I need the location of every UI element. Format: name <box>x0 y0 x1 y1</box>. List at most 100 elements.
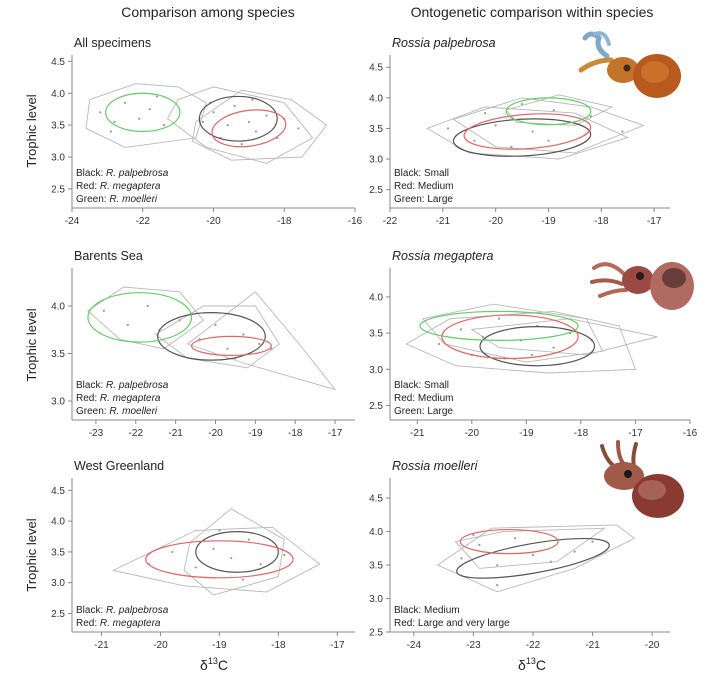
y-tick-label: 3.0 <box>51 397 65 408</box>
ellipse-green <box>87 292 193 343</box>
convex-hull <box>111 526 321 593</box>
y-tick-label: 3.5 <box>51 121 65 132</box>
y-tick-label: 4.5 <box>369 494 383 505</box>
panel-title: Rossia moelleri <box>392 459 479 473</box>
data-point <box>218 529 221 532</box>
x-tick-label: -18 <box>288 428 303 439</box>
data-point <box>460 557 463 560</box>
ellipse-green <box>505 97 592 126</box>
convex-hull <box>166 86 314 164</box>
data-point <box>126 323 129 327</box>
legend-entry: Black: R. palpebrosa <box>76 605 169 616</box>
x-tick-label: -18 <box>277 216 292 227</box>
data-point <box>201 120 204 124</box>
y-tick-label: 3.5 <box>369 124 383 135</box>
panel-title: Rossia palpebrosa <box>392 36 496 50</box>
data-point <box>552 108 555 112</box>
data-point <box>109 130 113 133</box>
convex-hull <box>452 97 645 154</box>
ellipse-black <box>479 326 596 367</box>
data-point <box>102 309 105 312</box>
convex-hull <box>454 527 606 569</box>
data-point <box>459 328 463 331</box>
data-point <box>531 553 535 557</box>
data-point <box>483 112 487 115</box>
squid-palpebrosa-image <box>575 30 685 110</box>
convex-hull <box>87 286 205 350</box>
x-tick-label: -21 <box>585 640 600 651</box>
x-tick-label: -23 <box>466 640 481 651</box>
data-point <box>547 139 550 142</box>
data-point <box>99 111 102 114</box>
squid-moelleri-image <box>588 440 698 522</box>
x-tick-label: -20 <box>208 428 223 439</box>
legend-entry: Green: Large <box>394 194 453 205</box>
data-point <box>194 566 197 569</box>
convex-hull <box>183 508 285 596</box>
left-column-title: Comparison among species <box>121 4 295 20</box>
x-tick-label: -17 <box>647 216 662 227</box>
x-tick-label: -17 <box>330 640 345 651</box>
x-tick-label: -20 <box>645 640 660 651</box>
squid-megaptera-image <box>590 248 700 318</box>
panel-greenland: 2.5 3.0 3.5 4.0 4.5 -21 -20 -19 -18 -17 West Green… <box>51 459 355 651</box>
data-point <box>531 130 534 133</box>
x-axis-title: δ13C <box>518 656 546 673</box>
data-point <box>113 120 116 124</box>
ellipse-red <box>145 540 294 579</box>
x-axis-title: δ13C <box>200 656 228 673</box>
x-tick-label: -22 <box>383 216 398 227</box>
data-point <box>573 550 576 553</box>
x-tick-label: -20 <box>206 216 221 227</box>
panel-all: 2.5 3.0 3.5 4.0 4.5 -24 -22 -20 -18 -16 All specim… <box>51 36 363 227</box>
data-point <box>146 304 149 308</box>
data-point <box>549 560 552 563</box>
convex-hull <box>191 89 328 161</box>
ellipse-red <box>211 109 287 148</box>
data-point <box>155 95 158 98</box>
x-tick-label: -19 <box>519 428 534 439</box>
data-point <box>510 145 513 148</box>
legend-entry: Black: Small <box>394 168 449 179</box>
y-tick-label: 2.5 <box>369 185 383 196</box>
ellipse-black <box>157 312 266 361</box>
x-tick-label: -19 <box>541 216 556 227</box>
x-tick-label: -19 <box>248 428 263 439</box>
data-point <box>473 139 476 142</box>
y-tick-label: 4.0 <box>51 89 65 100</box>
data-point <box>212 111 215 114</box>
x-tick-label: -17 <box>328 428 343 439</box>
legend-entry: Red: R. megaptera <box>76 181 161 192</box>
x-tick-label: -20 <box>465 428 480 439</box>
data-point <box>591 540 594 543</box>
x-tick-label: -16 <box>348 216 363 227</box>
data-point <box>214 323 217 327</box>
data-point <box>247 538 250 541</box>
x-tick-label: -21 <box>94 640 109 651</box>
panel-barents: 3.0 3.5 4.0 -23 -22 -21 -20 -19 -18 -17 Barents Se… <box>51 249 355 439</box>
legend-entry: Red: Large and very large <box>394 618 510 629</box>
data-point <box>447 127 450 130</box>
data-point <box>230 556 233 560</box>
y-tick-label: 2.5 <box>369 401 383 412</box>
data-point <box>621 130 624 133</box>
panel-palpebrosa: 2.5 3.0 3.5 4.0 4.5 -22 -21 -20 -19 -18 -17 Rossia … <box>369 36 670 227</box>
legend-entry: Red: R. megaptera <box>76 393 161 404</box>
data-point <box>258 342 261 346</box>
data-point <box>148 108 151 111</box>
y-tick-label: 4.0 <box>369 527 383 538</box>
data-point <box>530 353 533 356</box>
data-point <box>265 114 268 117</box>
data-point <box>251 98 254 101</box>
panel-megaptera: 2.5 3.0 3.5 4.0 -21 -20 -19 -18 -17 -16 Rossia meg… <box>369 249 698 439</box>
data-point <box>520 102 524 106</box>
y-tick-label: 3.0 <box>369 594 383 605</box>
x-tick-label: -18 <box>574 428 589 439</box>
x-tick-label: -20 <box>488 216 503 227</box>
panel-title: All specimens <box>74 36 151 50</box>
data-point <box>241 578 245 581</box>
y-tick-label: 3.0 <box>369 365 383 376</box>
convex-hull <box>421 303 604 363</box>
y-tick-label: 3.0 <box>51 578 65 589</box>
